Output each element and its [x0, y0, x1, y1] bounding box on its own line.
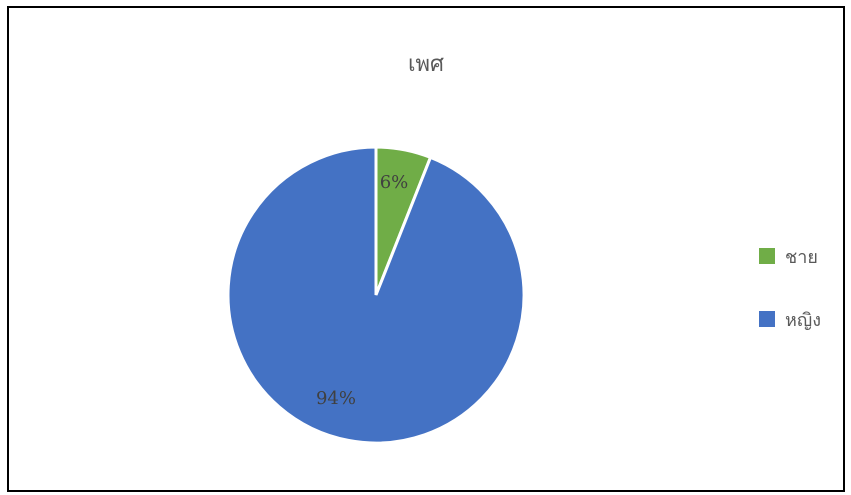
legend: ชาย หญิง: [759, 246, 821, 372]
legend-label-female: หญิง: [785, 309, 821, 331]
legend-swatch-male: [759, 248, 775, 264]
data-label-female: 94%: [316, 388, 356, 409]
chart-title: เพศ: [408, 52, 444, 77]
pie-slice-female: [226, 145, 526, 445]
legend-item-female: หญิง: [759, 309, 821, 331]
chart-frame: เพศ 6% 94% ชาย หญิง: [7, 6, 845, 492]
legend-label-male: ชาย: [785, 246, 818, 268]
data-label-male: 6%: [380, 172, 409, 193]
legend-item-male: ชาย: [759, 246, 821, 268]
legend-swatch-female: [759, 311, 775, 327]
pie-chart: 6% 94%: [226, 145, 526, 445]
